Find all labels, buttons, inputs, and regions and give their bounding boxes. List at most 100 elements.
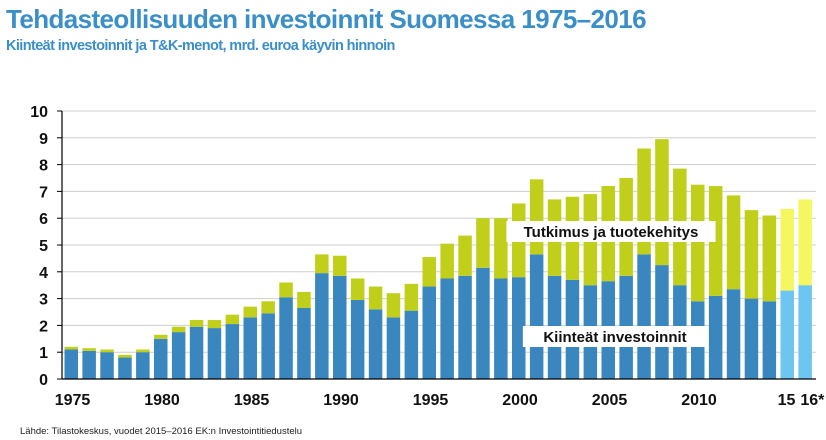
bar-fixed-investment-1987 — [279, 297, 293, 379]
bar-rd-1982 — [189, 320, 204, 327]
bar-fixed-investment-1982 — [189, 326, 204, 379]
bar-fixed-investment-1981 — [171, 332, 186, 379]
bar-rd-1981 — [171, 326, 186, 333]
bar-rd-1990 — [333, 255, 347, 276]
y-tick-label: 5 — [39, 238, 48, 255]
y-tick-label: 9 — [39, 131, 48, 148]
bar-fixed-investment-1977 — [100, 352, 114, 379]
bar-fixed-investment-1975 — [64, 349, 78, 379]
x-tick-label: 1980 — [144, 392, 180, 409]
bar-fixed-investment-1978 — [118, 357, 132, 379]
bar-rd-2013 — [744, 210, 759, 299]
bar-rd-2012 — [726, 195, 741, 290]
bar-rd-1980 — [154, 334, 168, 339]
y-tick-label: 7 — [39, 184, 48, 201]
bar-rd-1997 — [458, 235, 472, 276]
bar-fixed-investment-1996 — [440, 278, 454, 379]
x-tick-labels: 1975 1980 1985 1990 1995 2000 2005 2010 15 16* — [55, 392, 825, 409]
bar-rd-2001 — [529, 179, 544, 255]
axes — [57, 110, 816, 380]
bar-rd-1991 — [350, 278, 365, 300]
bar-rd-1994 — [404, 283, 419, 311]
x-tick-label: 1985 — [234, 392, 270, 409]
gridlines — [62, 110, 816, 353]
bar-rd-1985 — [243, 306, 257, 318]
bar-rd-1998 — [476, 218, 490, 268]
bar-rd-1995 — [422, 257, 436, 287]
bar-rd-1999 — [494, 218, 508, 279]
bar-fixed-investment-1992 — [368, 309, 383, 379]
bar-fixed-investment-2016 — [798, 285, 812, 379]
bar-fixed-investment-1985 — [243, 317, 257, 379]
bar-fixed-investment-2012 — [726, 289, 741, 379]
y-tick-label: 6 — [39, 211, 48, 228]
bar-rd-1989 — [315, 254, 329, 274]
x-tick-label: 16* — [800, 392, 825, 409]
bar-rd-1984 — [225, 314, 240, 325]
bars — [64, 139, 812, 379]
x-tick-label: 1990 — [323, 392, 359, 409]
label-rd: Tutkimus ja tuotekehitys — [524, 224, 699, 241]
bar-rd-1979 — [136, 349, 150, 353]
bar-rd-1976 — [82, 348, 96, 351]
series-labels: Tutkimus ja tuotekehitys Kiinteät investo… — [506, 221, 716, 347]
bar-fixed-investment-2007 — [637, 254, 651, 379]
bar-rd-2011 — [708, 186, 723, 296]
chart-title: Tehdasteollisuuden investoinnit Suomessa… — [6, 4, 647, 34]
bar-rd-1983 — [207, 320, 222, 329]
bar-fixed-investment-1989 — [315, 273, 329, 379]
x-tick-label: 2005 — [592, 392, 628, 409]
bar-fixed-investment-1979 — [136, 352, 150, 379]
y-tick-label: 1 — [39, 345, 48, 362]
bar-rd-1986 — [261, 301, 275, 314]
bar-fixed-investment-1986 — [261, 313, 275, 379]
bar-fixed-investment-1998 — [476, 267, 490, 379]
x-tick-label: 1995 — [413, 392, 449, 409]
source-note: Lähde: Tilastokeskus, vuodet 2015–2016 E… — [20, 426, 303, 437]
chart-subtitle: Kiinteät investoinnit ja T&K-menot, mrd.… — [6, 38, 395, 54]
bar-fixed-investment-1997 — [458, 275, 472, 379]
bar-fixed-investment-2013 — [744, 298, 759, 379]
x-tick-label: 2000 — [502, 392, 538, 409]
bar-rd-1993 — [386, 293, 401, 318]
bar-fixed-investment-1994 — [404, 310, 419, 379]
bar-rd-1978 — [118, 354, 132, 358]
bar-fixed-investment-2001 — [529, 254, 544, 379]
bar-rd-1996 — [440, 243, 454, 279]
bar-fixed-investment-1976 — [82, 350, 96, 379]
label-fixed-investment: Kiinteät investoinnit — [543, 329, 686, 346]
bar-rd-1988 — [297, 291, 311, 308]
bar-fixed-investment-2000 — [512, 277, 526, 379]
bar-rd-1992 — [368, 286, 383, 310]
bar-fixed-investment-1983 — [207, 328, 222, 379]
bar-fixed-investment-1988 — [297, 307, 311, 379]
label-rd-background — [506, 221, 716, 242]
bar-fixed-investment-2011 — [708, 295, 723, 379]
bar-rd-2014 — [762, 215, 777, 302]
stacked-bar-chart: 0 1 2 3 4 5 6 7 8 9 10 1975 1980 1985 1990 1995 2000 200… — [30, 104, 825, 409]
bar-fixed-investment-1991 — [350, 299, 365, 379]
bar-rd-2008 — [655, 139, 669, 266]
y-tick-label: 3 — [39, 292, 48, 309]
bar-rd-2016 — [798, 199, 812, 286]
bar-fixed-investment-1990 — [333, 275, 347, 379]
y-tick-label: 4 — [39, 265, 48, 282]
bar-rd-1987 — [279, 282, 293, 298]
x-tick-label: 2010 — [681, 392, 717, 409]
bar-fixed-investment-1993 — [386, 317, 401, 379]
bar-fixed-investment-1980 — [154, 338, 168, 379]
bar-rd-2010 — [691, 184, 705, 302]
bar-fixed-investment-2015 — [780, 290, 794, 379]
bar-fixed-investment-2014 — [762, 301, 777, 379]
y-tick-label: 0 — [39, 372, 48, 389]
bar-rd-2015 — [780, 208, 794, 291]
bar-fixed-investment-1984 — [225, 324, 240, 379]
bar-fixed-investment-1999 — [494, 278, 508, 379]
x-tick-label: 1975 — [55, 392, 91, 409]
y-tick-labels: 0 1 2 3 4 5 6 7 8 9 10 — [30, 104, 48, 389]
x-tick-label: 15 — [778, 392, 796, 409]
bar-rd-1977 — [100, 349, 114, 353]
y-tick-label: 2 — [39, 318, 48, 335]
label-fixed-investment-background — [522, 326, 708, 347]
y-tick-label: 10 — [30, 104, 48, 121]
